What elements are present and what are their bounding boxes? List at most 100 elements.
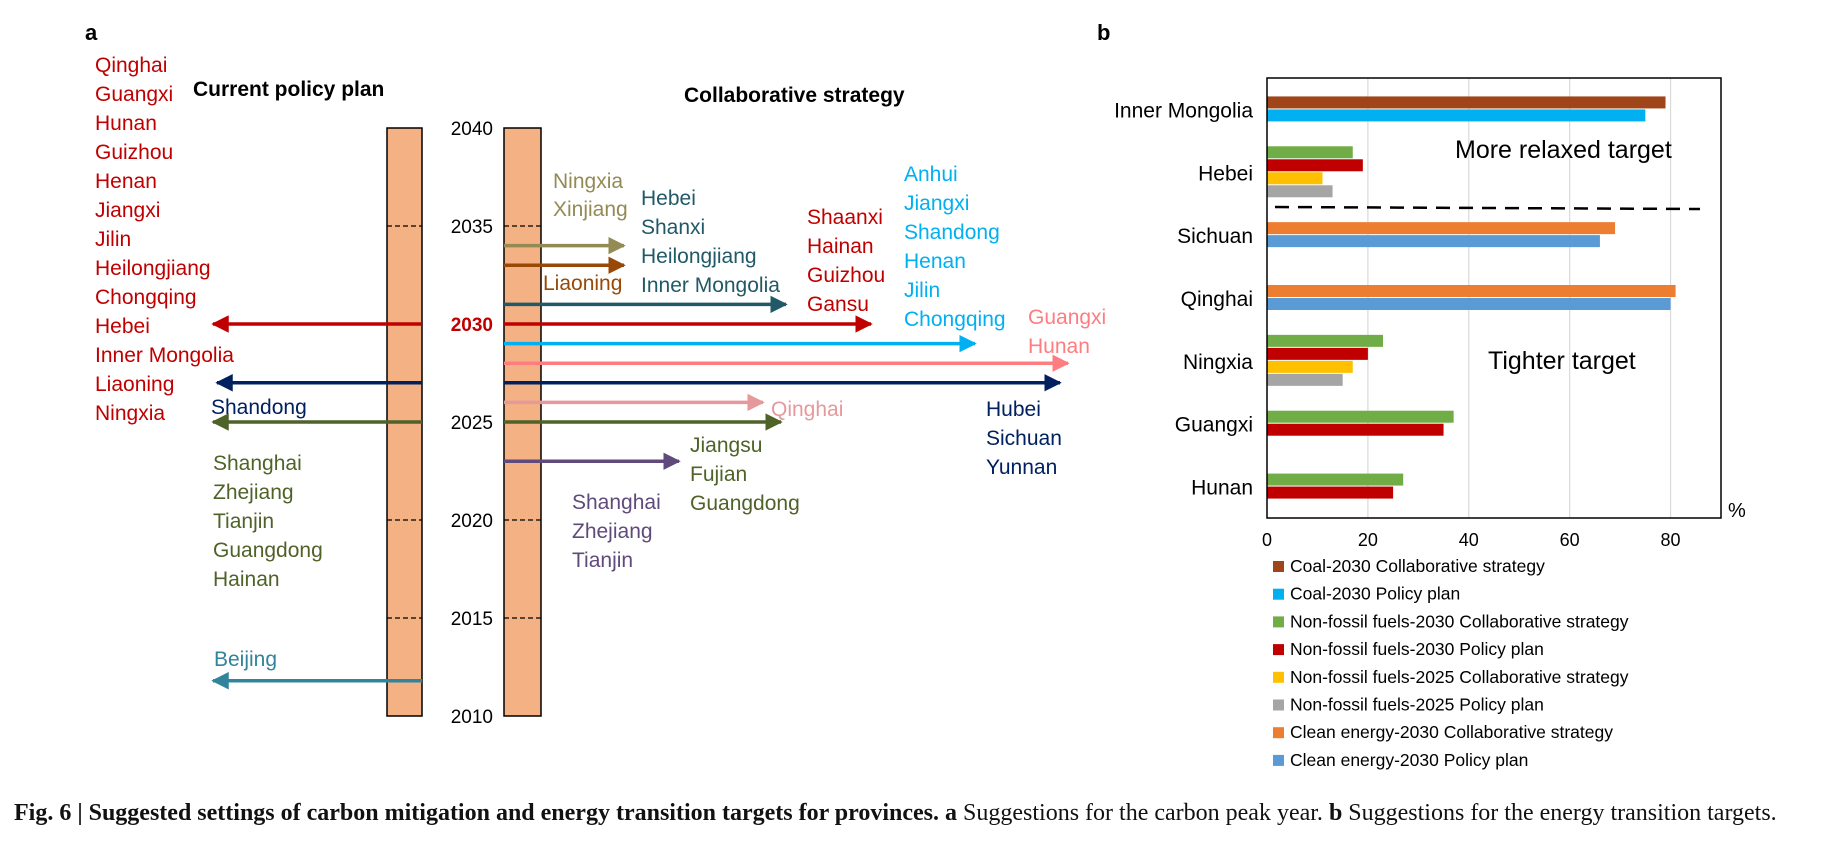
legend-label-clean-energy-2030-collaborative-strategy: Clean energy-2030 Collaborative strategy: [1290, 722, 1613, 742]
x-tick-60: 60: [1560, 530, 1580, 550]
caption-b-text: Suggestions for the energy transition ta…: [1348, 800, 1777, 826]
bar-inner-mongolia-coal-2030-collaborative-strategy: [1267, 96, 1666, 109]
legend-swatch-non-fossil-fuels-2025-policy-plan: [1273, 699, 1284, 711]
province-label-jiangxi: Jiangxi: [95, 199, 160, 222]
caption-b-label: b: [1328, 800, 1343, 826]
legend-label-coal-2030-collaborative-strategy: Coal-2030 Collaborative strategy: [1290, 556, 1545, 576]
legend-swatch-non-fossil-fuels-2030-collaborative-strategy: [1273, 616, 1284, 628]
province-label-gansu: Gansu: [807, 293, 869, 316]
bar-ningxia-non-fossil-fuels-2025-collaborative-strategy: [1267, 360, 1353, 373]
legend-swatch-clean-energy-2030-collaborative-strategy: [1273, 727, 1284, 739]
province-label-henan: Henan: [904, 250, 966, 273]
province-label-hainan: Hainan: [213, 568, 280, 591]
legend-label-non-fossil-fuels-2025-collaborative-strategy: Non-fossil fuels-2025 Collaborative stra…: [1290, 667, 1629, 687]
year-tick-2040: 2040: [451, 119, 493, 140]
province-label-guangxi: Guangxi: [1028, 306, 1106, 329]
annotation-tighter: Tighter target: [1488, 347, 1636, 375]
plot-frame: [1266, 77, 1722, 519]
province-label-guizhou: Guizhou: [807, 264, 885, 287]
bar-hebei-non-fossil-fuels-2025-collaborative-strategy: [1267, 172, 1323, 185]
caption-a-text: Suggestions for the carbon peak year.: [963, 800, 1323, 826]
province-label-hebei: Hebei: [641, 187, 696, 210]
legend-label-coal-2030-policy-plan: Coal-2030 Policy plan: [1290, 584, 1460, 604]
province-label-shanghai: Shanghai: [213, 452, 302, 475]
year-tick-2015: 2015: [451, 609, 493, 630]
relaxed-tighter-divider: [1274, 205, 1701, 211]
category-label-inner-mongolia: Inner Mongolia: [1114, 99, 1253, 122]
province-label-heilongjiang: Heilongjiang: [641, 245, 757, 268]
legend-swatch-coal-2030-collaborative-strategy: [1273, 561, 1284, 572]
category-label-sichuan: Sichuan: [1177, 225, 1253, 248]
legend-swatch-coal-2030-policy-plan: [1273, 588, 1284, 600]
year-tick-2035: 2035: [451, 217, 493, 238]
bar-guangxi-non-fossil-fuels-2030-policy-plan: [1267, 423, 1444, 436]
category-label-guangxi: Guangxi: [1175, 414, 1253, 437]
x-tick-40: 40: [1459, 530, 1479, 550]
province-label-guizhou: Guizhou: [95, 141, 173, 164]
year-tick-2025: 2025: [451, 413, 493, 434]
bar-hunan-non-fossil-fuels-2030-collaborative-strategy: [1267, 473, 1404, 486]
category-label-hebei: Hebei: [1198, 162, 1253, 185]
year-tick-2030: 2030: [451, 315, 493, 336]
category-label-hunan: Hunan: [1191, 477, 1253, 500]
x-unit-label: %: [1728, 500, 1746, 522]
province-label-zhejiang: Zhejiang: [213, 481, 294, 504]
province-label-inner-mongolia: Inner Mongolia: [95, 344, 234, 367]
province-label-hebei: Hebei: [95, 315, 150, 338]
panel-a-label: a: [85, 20, 98, 45]
bar-sichuan-clean-energy-2030-collaborative-strategy: [1267, 222, 1616, 235]
province-label-fujian: Fujian: [690, 463, 747, 486]
bar-ningxia-non-fossil-fuels-2025-policy-plan: [1267, 373, 1343, 386]
legend-swatch-non-fossil-fuels-2030-policy-plan: [1273, 644, 1284, 656]
province-label-sichuan: Sichuan: [986, 427, 1062, 450]
province-label-shandong: Shandong: [904, 221, 1000, 244]
category-label-ningxia: Ningxia: [1183, 351, 1253, 374]
province-label-qinghai: Qinghai: [771, 398, 843, 421]
province-label-hunan: Hunan: [1028, 335, 1090, 358]
province-label-shaanxi: Shaanxi: [807, 206, 883, 229]
bar-inner-mongolia-coal-2030-policy-plan: [1267, 109, 1646, 122]
bar-guangxi-non-fossil-fuels-2030-collaborative-strategy: [1267, 410, 1454, 423]
province-label-tianjin: Tianjin: [213, 510, 274, 533]
x-tick-80: 80: [1661, 530, 1681, 550]
collaborative-title: Collaborative strategy: [684, 84, 905, 107]
province-label-chongqing: Chongqing: [95, 286, 197, 309]
province-label-shanxi: Shanxi: [641, 216, 705, 239]
year-tick-2020: 2020: [451, 511, 493, 532]
current-policy-title: Current policy plan: [193, 78, 384, 101]
x-tick-0: 0: [1262, 530, 1272, 550]
province-label-chongqing: Chongqing: [904, 308, 1006, 331]
year-tick-2010: 2010: [451, 707, 493, 728]
province-label-jiangxi: Jiangxi: [904, 192, 969, 215]
province-label-xinjiang: Xinjiang: [553, 198, 628, 221]
panel-b-energy-transition-bars: b More relaxed target Tighter target Inn…: [1097, 20, 1746, 770]
province-label-beijing: Beijing: [214, 648, 277, 671]
legend-label-non-fossil-fuels-2025-policy-plan: Non-fossil fuels-2025 Policy plan: [1290, 695, 1544, 715]
province-label-yunnan: Yunnan: [986, 456, 1057, 479]
province-label-shanghai: Shanghai: [572, 491, 661, 514]
caption-a-label: a: [945, 800, 958, 826]
bar-hebei-non-fossil-fuels-2025-policy-plan: [1267, 185, 1333, 198]
province-label-jilin: Jilin: [95, 228, 131, 251]
bar-ningxia-non-fossil-fuels-2030-collaborative-strategy: [1267, 334, 1384, 347]
province-label-liaoning: Liaoning: [543, 272, 622, 295]
annotation-more-relaxed: More relaxed target: [1455, 136, 1672, 164]
panel-b-label: b: [1097, 20, 1110, 45]
legend-label-non-fossil-fuels-2030-collaborative-strategy: Non-fossil fuels-2030 Collaborative stra…: [1290, 611, 1629, 631]
province-label-ningxia: Ningxia: [95, 402, 165, 425]
province-label-tianjin: Tianjin: [572, 549, 633, 572]
province-label-guangdong: Guangdong: [690, 492, 800, 515]
province-label-hainan: Hainan: [807, 235, 874, 258]
caption-title: Fig. 6 | Suggested settings of carbon mi…: [14, 800, 940, 826]
bar-ningxia-non-fossil-fuels-2030-policy-plan: [1267, 347, 1368, 360]
province-label-heilongjiang: Heilongjiang: [95, 257, 211, 280]
province-label-jilin: Jilin: [904, 279, 940, 302]
panel-a-carbon-peak-timeline: a Current policy plan Collaborative stra…: [85, 20, 1106, 728]
province-label-guangdong: Guangdong: [213, 539, 323, 562]
province-label-henan: Henan: [95, 170, 157, 193]
legend-swatch-non-fossil-fuels-2025-collaborative-strategy: [1273, 671, 1284, 683]
legend-swatch-clean-energy-2030-policy-plan: [1273, 754, 1284, 766]
province-label-shandong: Shandong: [211, 396, 307, 419]
province-label-liaoning: Liaoning: [95, 373, 174, 396]
province-label-hubei: Hubei: [986, 398, 1041, 421]
